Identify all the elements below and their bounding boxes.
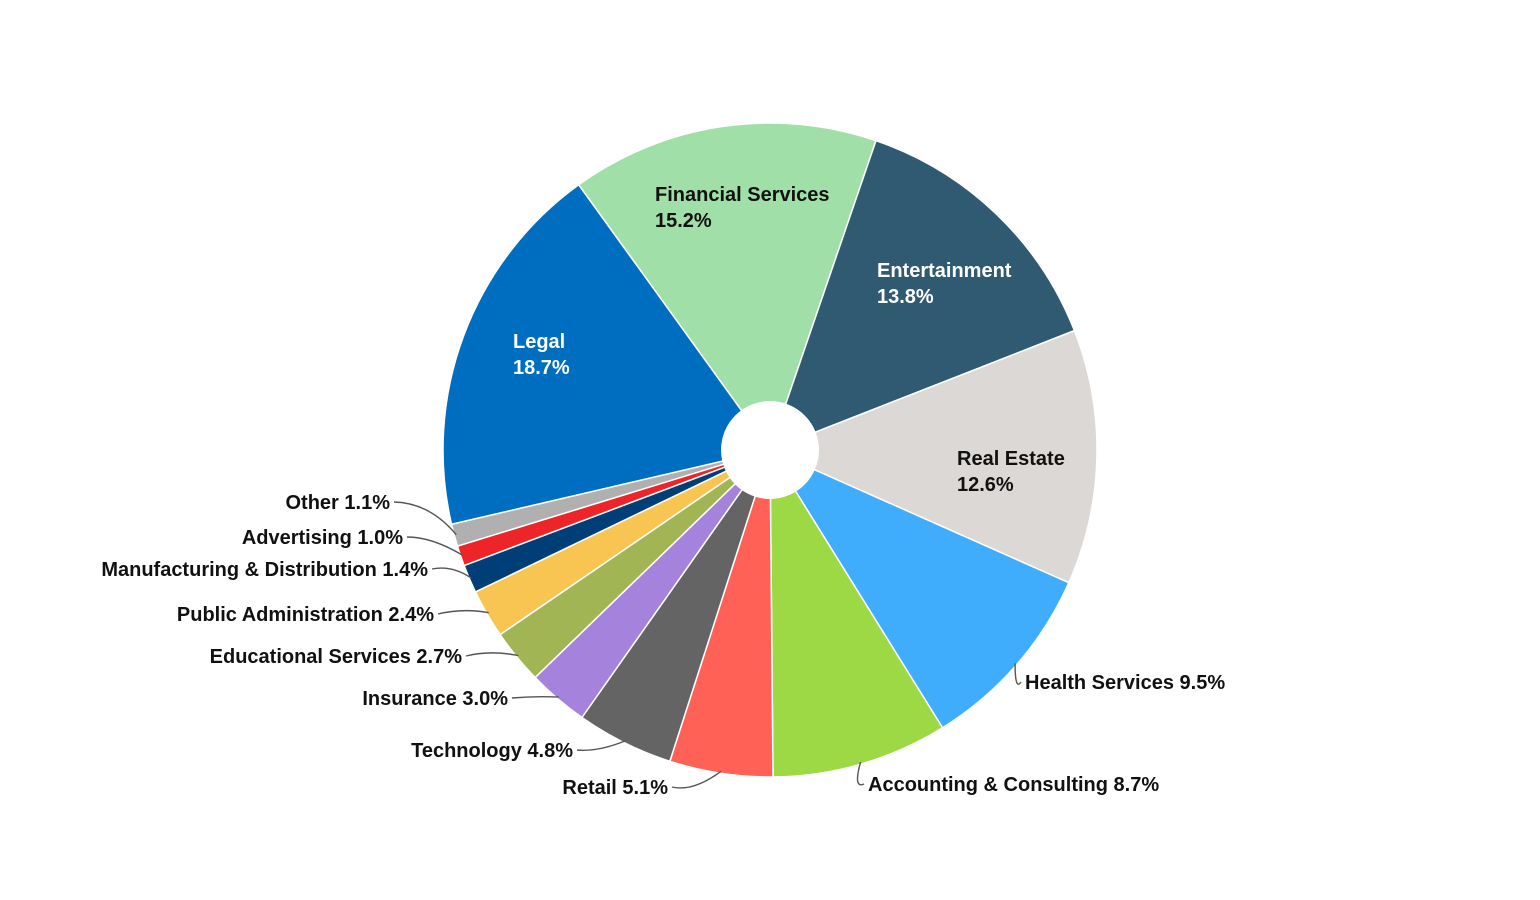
slice-label-real-estate: Real Estate [957,448,1065,470]
leader-line-accounting-and-consulting [856,761,865,786]
leader-line-technology [576,740,626,751]
slice-label-advertising: Advertising 1.0% [242,527,403,549]
slice-label-insurance: Insurance 3.0% [362,688,508,710]
leader-line-advertising [406,536,463,556]
leader-line-manufacturing-and-distribution [431,567,472,579]
slice-value-other: 1.1% [344,492,390,514]
slice-label-public-administration: Public Administration 2.4% [177,604,434,626]
pie-slice-financial-services [577,122,877,452]
slice-value-legal: 18.7% [513,357,570,379]
slice-label-health-services: Health Services 9.5% [1025,672,1225,694]
slice-name-advertising: Advertising [242,527,358,549]
slice-value-manufacturing-and-distribution: 1.4% [382,559,428,581]
slice-name-technology: Technology [411,740,527,762]
pie-slice-health-services [768,448,1070,729]
slice-label-technology: Technology 4.8% [411,740,573,762]
slice-value-entertainment: 13.8% [877,286,934,308]
slice-name-retail: Retail [562,777,622,799]
slice-value-accounting-and-consulting: 8.7% [1114,774,1160,796]
pie-slice-accounting-and-consulting [769,447,944,778]
slice-label-other: Other 1.1% [286,492,391,514]
slice-value-advertising: 1.0% [357,527,403,549]
slice-label-accounting-and-consulting: Accounting & Consulting 8.7% [868,774,1159,796]
leader-line-health-services [1014,663,1022,685]
slice-name-educational-services: Educational Services [210,646,417,668]
slice-name-insurance: Insurance [362,688,462,710]
slice-value-financial-services: 15.2% [655,210,712,232]
slice-value-technology: 4.8% [527,740,573,762]
leader-line-public-administration [437,609,489,615]
pie-slice-real-estate [768,329,1098,584]
slice-label-retail: Retail 5.1% [562,777,668,799]
slice-name-health-services: Health Services [1025,672,1180,694]
slice-label-financial-services: Financial Services [655,184,830,206]
slice-value-educational-services: 2.7% [416,646,462,668]
slice-name-public-administration: Public Administration [177,604,389,626]
slice-value-health-services: 9.5% [1180,672,1226,694]
slice-label-entertainment: Entertainment [877,260,1012,282]
leader-line-retail [671,770,722,789]
slice-name-other: Other [286,492,345,514]
slice-value-public-administration: 2.4% [388,604,434,626]
slice-label-legal: Legal [513,331,565,353]
slice-name-manufacturing-and-distribution: Manufacturing & Distribution [101,559,382,581]
pie-slice-entertainment [768,139,1076,452]
leader-line-educational-services [465,652,519,657]
slice-label-manufacturing-and-distribution: Manufacturing & Distribution 1.4% [101,559,428,581]
slice-label-educational-services: Educational Services 2.7% [210,646,463,668]
slice-value-retail: 5.1% [622,777,668,799]
pie-slice-legal [442,183,772,526]
leader-line-insurance [511,696,559,699]
slice-name-accounting-and-consulting: Accounting & Consulting [868,774,1114,796]
leader-line-other [393,501,457,536]
slice-value-real-estate: 12.6% [957,474,1014,496]
slice-value-insurance: 3.0% [462,688,508,710]
donut-hole [721,401,819,499]
